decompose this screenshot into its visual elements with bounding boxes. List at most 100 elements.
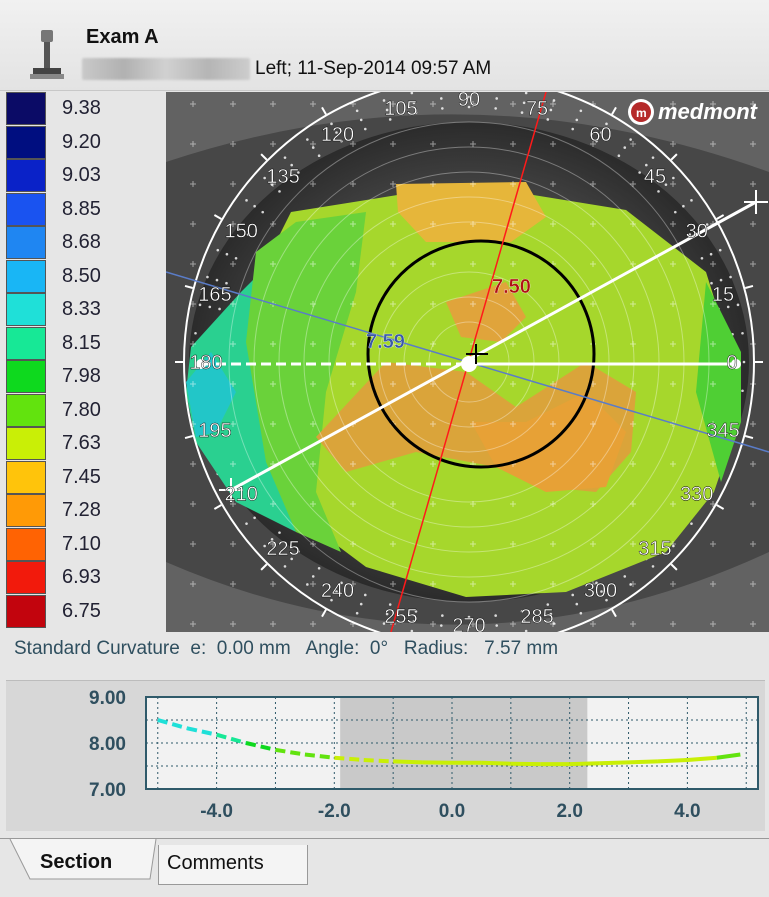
legend-color-swatch — [6, 126, 46, 159]
legend-item: 9.03 — [6, 159, 166, 193]
y-tick-label: 7.00 — [89, 780, 126, 801]
legend-color-swatch — [6, 494, 46, 527]
degree-label: 270 — [452, 615, 485, 632]
bottom-tab-bar: Section Comments — [0, 838, 769, 897]
legend-color-swatch — [6, 159, 46, 192]
degree-label: 345 — [706, 420, 739, 442]
legend-item: 7.98 — [6, 360, 166, 394]
curvature-scale-legend: 9.38 9.20 9.03 8.85 8.68 8.50 8.33 8.15 7.98 7.80… — [6, 92, 166, 628]
degree-label: 180 — [189, 352, 222, 374]
degree-label: 255 — [384, 606, 417, 628]
legend-item: 7.28 — [6, 494, 166, 528]
exam-title: Exam A — [86, 26, 159, 49]
legend-value: 8.15 — [62, 332, 101, 355]
degree-label: 240 — [321, 580, 354, 602]
legend-value: 8.50 — [62, 265, 101, 288]
legend-value: 6.93 — [62, 566, 101, 589]
legend-value: 9.38 — [62, 97, 101, 120]
legend-value: 8.68 — [62, 231, 101, 254]
degree-label: 75 — [526, 98, 548, 120]
profile-segment — [687, 758, 716, 760]
tab-comments[interactable]: Comments — [158, 845, 308, 885]
legend-item: 6.93 — [6, 561, 166, 595]
degree-label: 120 — [321, 124, 354, 146]
legend-color-swatch — [6, 427, 46, 460]
status-line: Standard Curvature e: 0.00 mm Angle: 0° … — [14, 638, 558, 660]
legend-color-swatch — [6, 528, 46, 561]
legend-value: 6.75 — [62, 600, 101, 623]
degree-label: 90 — [458, 92, 480, 111]
legend-value: 7.98 — [62, 365, 101, 388]
patient-name-redacted — [82, 58, 250, 80]
degree-label: 105 — [384, 98, 417, 120]
legend-item: 7.10 — [6, 528, 166, 562]
degree-label: 135 — [266, 166, 299, 188]
legend-color-swatch — [6, 327, 46, 360]
profile-segment — [658, 760, 687, 761]
legend-value: 9.03 — [62, 164, 101, 187]
x-tick-label: -4.0 — [200, 801, 233, 822]
legend-value: 7.10 — [62, 533, 101, 556]
profile-segment — [481, 763, 510, 764]
tab-section[interactable]: Section — [40, 851, 112, 874]
profile-segment — [629, 761, 658, 762]
steep-value-label: 7.50 — [492, 276, 531, 298]
legend-color-swatch — [6, 92, 46, 125]
legend-item: 8.68 — [6, 226, 166, 260]
legend-color-swatch — [6, 595, 46, 628]
legend-value: 7.63 — [62, 432, 101, 455]
flat-value-label: 7.59 — [366, 331, 405, 353]
corneal-vertex-marker — [461, 356, 477, 372]
degree-label: 300 — [584, 580, 617, 602]
degree-label: 330 — [680, 484, 713, 506]
degree-label: 15 — [712, 284, 734, 306]
legend-item: 7.45 — [6, 461, 166, 495]
svg-text:m: m — [636, 106, 647, 120]
degree-label: 315 — [638, 538, 671, 560]
legend-item: 8.33 — [6, 293, 166, 327]
legend-item: 8.50 — [6, 260, 166, 294]
degree-label: 165 — [198, 284, 231, 306]
x-tick-label: 0.0 — [439, 801, 465, 822]
medmont-logo: m medmont — [628, 99, 759, 125]
legend-item: 6.75 — [6, 595, 166, 629]
legend-color-swatch — [6, 193, 46, 226]
legend-value: 8.85 — [62, 198, 101, 221]
degree-label: 225 — [266, 538, 299, 560]
profile-segment — [599, 762, 628, 763]
y-tick-label: 9.00 — [89, 688, 126, 709]
legend-value: 7.80 — [62, 399, 101, 422]
legend-color-swatch — [6, 260, 46, 293]
legend-value: 9.20 — [62, 131, 101, 154]
y-tick-label: 8.00 — [89, 734, 126, 755]
exam-eye-date: Left; 11-Sep-2014 09:57 AM — [255, 58, 491, 80]
x-tick-label: 4.0 — [674, 801, 700, 822]
legend-color-swatch — [6, 226, 46, 259]
legend-item: 8.85 — [6, 193, 166, 227]
x-tick-label: -2.0 — [318, 801, 351, 822]
topographer-device-icon — [30, 28, 64, 80]
legend-item: 9.38 — [6, 92, 166, 126]
degree-label: 30 — [686, 221, 708, 243]
profile-segment — [393, 761, 422, 762]
exam-header: Exam A Left; 11-Sep-2014 09:57 AM — [0, 0, 769, 91]
legend-color-swatch — [6, 360, 46, 393]
legend-value: 7.28 — [62, 499, 101, 522]
topography-map-canvas[interactable]: 7.50 7.59 0 15 30 45 60 75 90 105 120 135 150 165 18… — [166, 92, 769, 632]
legend-value: 8.33 — [62, 298, 101, 321]
degree-label: 45 — [644, 166, 666, 188]
legend-item: 7.63 — [6, 427, 166, 461]
degree-label: 0 — [726, 352, 737, 374]
legend-item: 9.20 — [6, 126, 166, 160]
degree-label: 210 — [225, 484, 258, 506]
degree-label: 60 — [589, 124, 611, 146]
legend-item: 8.15 — [6, 327, 166, 361]
topography-map[interactable]: 7.50 7.59 0 15 30 45 60 75 90 105 120 135 150 165 18… — [166, 92, 769, 632]
svg-text:medmont: medmont — [658, 99, 759, 124]
degree-label: 285 — [520, 606, 553, 628]
legend-color-swatch — [6, 293, 46, 326]
profile-segment — [570, 763, 599, 764]
degree-label: 150 — [225, 221, 258, 243]
